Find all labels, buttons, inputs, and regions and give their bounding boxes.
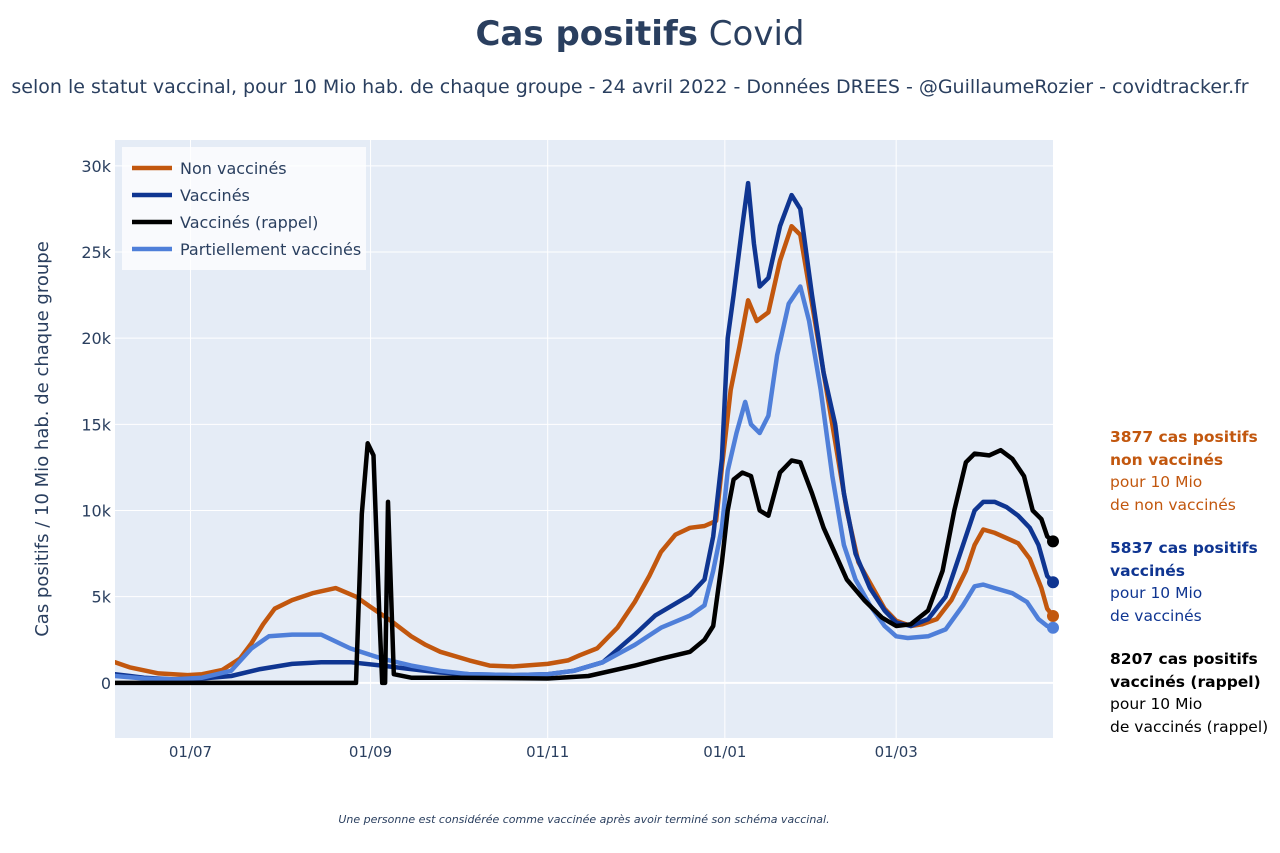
footnote: Une personne est considérée comme vaccin… <box>338 813 830 826</box>
axes: 0 5k 10k 15k 20k 25k 30k 01/07 01/09 01/11 01/01 01… <box>81 157 917 761</box>
x-tick-label: 01/11 <box>526 743 569 761</box>
x-tick-label: 01/09 <box>349 743 392 761</box>
annotation-bold-line: 5837 cas positifs <box>1110 539 1258 557</box>
y-tick-label: 0 <box>101 674 111 693</box>
y-axis-label: Cas positifs / 10 Mio hab. de chaque gro… <box>32 241 53 637</box>
title-rest: Covid <box>708 14 805 54</box>
annotation-bold-line: 3877 cas positifs <box>1110 428 1258 446</box>
series-line-vaccin-s-rappel- <box>115 441 1053 686</box>
legend[interactable]: Non vaccinés Vaccinés Vaccinés (rappel) Par… <box>122 147 366 270</box>
series-end-marker <box>1047 621 1059 634</box>
annotation-line: pour 10 Mio <box>1110 695 1203 713</box>
series-lines <box>115 180 1053 686</box>
y-tick-label: 30k <box>81 157 111 176</box>
annotation-vaccines: 5837 cas positifs vaccinés pour 10 Mio d… <box>1110 537 1258 627</box>
chart-subtitle: selon le statut vaccinal, pour 10 Mio ha… <box>11 76 1249 98</box>
annotation-bold-line: vaccinés <box>1110 561 1186 580</box>
annotation-line: pour 10 Mio <box>1110 473 1203 491</box>
chart-title: Cas positifs Covid <box>0 14 1280 54</box>
title-bold: Cas positifs <box>475 14 698 54</box>
legend-label: Vaccinés <box>180 186 250 205</box>
y-tick-label: 20k <box>81 329 111 348</box>
y-tick-label: 15k <box>81 415 111 434</box>
annotation-bold-line: non vaccinés <box>1110 450 1224 469</box>
series-line-partiellement-vaccin-s <box>115 284 1053 682</box>
annotation-non-vaccines: 3877 cas positifs non vaccinés pour 10 M… <box>1110 426 1258 516</box>
annotation-bold-line: 8207 cas positifs <box>1110 650 1258 668</box>
annotation-line: de non vaccinés <box>1110 495 1236 514</box>
legend-label: Partiellement vaccinés <box>180 240 361 259</box>
y-tick-label: 25k <box>81 243 111 262</box>
series-line-non-vaccin-s <box>115 223 1053 678</box>
series-end-marker <box>1047 576 1059 589</box>
annotation-line: de vaccinés (rappel) <box>1110 717 1269 736</box>
annotation-line: de vaccinés <box>1110 606 1202 625</box>
legend-label: Vaccinés (rappel) <box>180 213 318 232</box>
annotation-vaccines-rappel: 8207 cas positifs vaccinés (rappel) pour… <box>1110 648 1268 738</box>
y-tick-label: 10k <box>81 502 111 521</box>
x-tick-label: 01/07 <box>169 743 212 761</box>
legend-label: Non vaccinés <box>180 159 287 178</box>
series-end-marker <box>1047 535 1059 548</box>
series-end-marker <box>1047 610 1059 623</box>
x-tick-label: 01/01 <box>703 743 746 761</box>
annotation-bold-line: vaccinés (rappel) <box>1110 672 1261 691</box>
annotation-line: pour 10 Mio <box>1110 584 1203 602</box>
y-tick-label: 5k <box>92 588 112 607</box>
gridlines <box>115 140 1053 738</box>
x-tick-label: 01/03 <box>875 743 918 761</box>
